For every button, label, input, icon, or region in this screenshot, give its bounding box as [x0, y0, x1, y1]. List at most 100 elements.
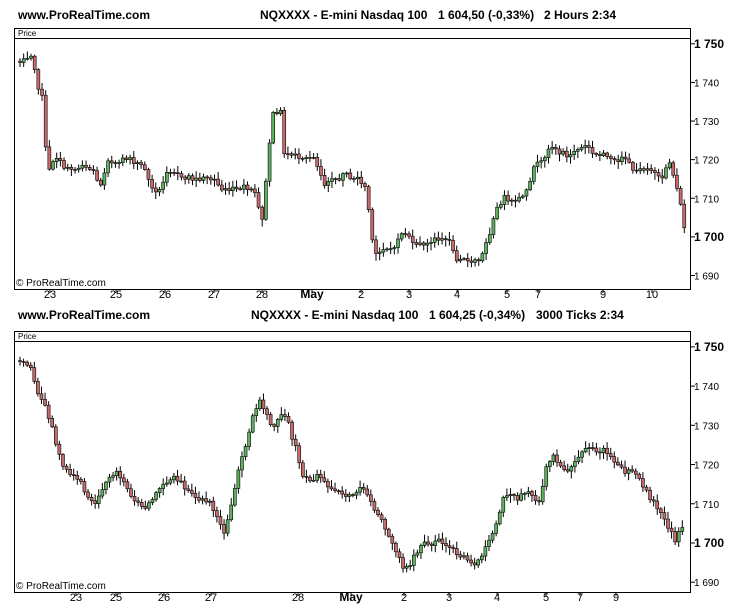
x-tick-label: 25	[110, 592, 122, 604]
candle-body	[43, 399, 47, 406]
candle-body	[669, 527, 674, 532]
candle-body	[554, 147, 558, 150]
plot-frame	[14, 38, 691, 290]
candle-body	[95, 170, 99, 181]
candle-body	[139, 501, 144, 507]
candle-body	[289, 153, 294, 156]
candle-body	[330, 178, 334, 182]
candle-body	[198, 177, 202, 181]
candle-body	[176, 172, 180, 174]
candle-body	[260, 206, 265, 220]
candle-body	[506, 195, 510, 202]
candle-body	[131, 157, 136, 164]
candle-body	[75, 475, 80, 480]
candle-body	[372, 501, 377, 511]
bottom-candlestick-chart[interactable]: Price 1 750 1 740 1 730 1 720 1 710 1 700 1 690…	[0, 323, 731, 611]
candle-body	[318, 473, 323, 479]
candle-body	[530, 491, 534, 496]
candle-body	[187, 175, 191, 180]
candle-body	[222, 524, 226, 534]
candle-body	[432, 237, 437, 243]
candle-body	[73, 169, 77, 171]
candle-body	[374, 239, 378, 254]
candle-body	[502, 195, 507, 205]
candle-body	[211, 500, 216, 511]
candle-body	[501, 497, 506, 513]
candle-body	[425, 242, 430, 246]
x-tick-label: 5	[504, 289, 510, 301]
plot-frame	[14, 341, 691, 593]
candle-body	[39, 393, 44, 400]
candle-body	[440, 538, 445, 544]
candle-body	[351, 494, 355, 496]
candle-body	[433, 540, 438, 546]
candle-body	[76, 167, 81, 170]
panel-label-box	[14, 331, 691, 342]
candle-body	[175, 475, 180, 482]
candle-body	[165, 172, 169, 183]
candle-body	[598, 451, 602, 454]
candle-body	[436, 237, 441, 241]
candle-body	[172, 172, 176, 174]
candle-body	[569, 466, 574, 472]
candle-body	[182, 480, 187, 490]
candle-body	[385, 248, 389, 251]
candle-body	[161, 181, 165, 190]
candle-body	[392, 247, 397, 249]
candle-body	[473, 259, 477, 263]
candle-body	[265, 408, 269, 415]
x-tick-label: 25	[110, 289, 122, 301]
candle-body	[135, 162, 140, 164]
top-candlestick-chart[interactable]: Price 1 750 1 740 1 730 1 720 1 710 1 700 1 690…	[0, 24, 731, 307]
candle-body	[18, 60, 22, 63]
candle-body	[304, 157, 309, 159]
x-tick-label: 7	[535, 289, 541, 301]
y-tick-label: 1 720	[694, 461, 719, 472]
candle-body	[620, 156, 624, 163]
x-tick-label: 23	[44, 289, 56, 301]
candle-body	[153, 187, 158, 193]
candle-body	[515, 495, 520, 501]
candle-body	[242, 184, 246, 190]
candle-body	[407, 233, 411, 237]
candle-body	[200, 498, 205, 501]
candle-body	[587, 447, 592, 449]
candle-body	[308, 157, 312, 159]
candle-body	[565, 150, 569, 158]
candle-body	[293, 153, 298, 156]
candle-body	[363, 183, 367, 187]
candle-body	[129, 488, 133, 497]
candle-body	[304, 476, 309, 478]
candle-body	[396, 238, 400, 248]
timeframe-label: 2 Hours 2:34	[544, 8, 617, 22]
candle-body	[498, 204, 503, 208]
candle-body	[216, 178, 220, 186]
candle-body	[623, 156, 628, 160]
candle-body	[225, 519, 230, 534]
candle-body	[96, 495, 101, 504]
candle-body	[254, 408, 259, 417]
candle-body	[497, 511, 502, 525]
candle-body	[480, 555, 484, 561]
top-chart-header: www.ProRealTime.com NQXXXX - E-mini Nasd…	[0, 5, 731, 25]
symbol-label: NQXXXX - E-mini Nasdaq 100	[251, 308, 419, 322]
x-tick-label: 28	[292, 592, 304, 604]
candle-body	[40, 88, 44, 96]
candle-body	[233, 488, 237, 506]
candle-body	[57, 443, 62, 455]
candle-body	[218, 516, 223, 525]
candle-body	[469, 260, 474, 263]
y-tick-label: 1 750	[694, 37, 724, 51]
candle-body	[234, 186, 239, 190]
candle-body	[275, 419, 280, 427]
candle-body	[47, 146, 52, 170]
candle-body	[656, 172, 661, 177]
candle-body	[168, 479, 173, 484]
x-tick-label: 28	[256, 289, 268, 301]
candle-body	[120, 157, 125, 164]
candle-body	[366, 186, 371, 210]
candle-body	[583, 447, 588, 453]
x-tick-label: 10	[646, 289, 658, 301]
candle-body	[561, 150, 565, 155]
candle-body	[533, 495, 538, 502]
